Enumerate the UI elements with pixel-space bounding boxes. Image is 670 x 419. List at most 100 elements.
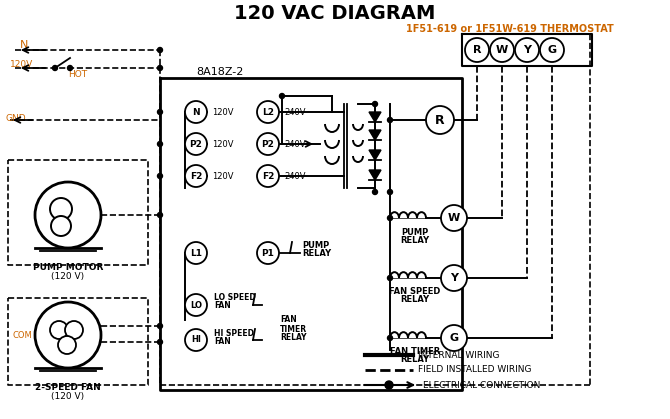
Text: 2-SPEED FAN: 2-SPEED FAN [35, 383, 101, 393]
Circle shape [65, 321, 83, 339]
Text: 8A18Z-2: 8A18Z-2 [196, 67, 244, 77]
Circle shape [35, 182, 101, 248]
Text: W: W [496, 45, 508, 55]
Text: 1F51-619 or 1F51W-619 THERMOSTAT: 1F51-619 or 1F51W-619 THERMOSTAT [406, 24, 614, 34]
Circle shape [35, 302, 101, 368]
Text: 120V: 120V [10, 59, 34, 68]
Text: L2: L2 [262, 108, 274, 116]
Text: HI: HI [70, 321, 78, 329]
Circle shape [157, 109, 163, 114]
Text: R: R [473, 45, 481, 55]
Text: L1: L1 [190, 248, 202, 258]
Circle shape [185, 165, 207, 187]
Circle shape [185, 329, 207, 351]
Text: PUMP: PUMP [302, 241, 329, 249]
Text: 240V: 240V [284, 140, 306, 148]
Text: (120 V): (120 V) [52, 272, 84, 282]
Circle shape [373, 101, 377, 106]
Circle shape [157, 339, 163, 344]
Circle shape [385, 381, 393, 389]
Circle shape [441, 325, 467, 351]
Circle shape [51, 216, 71, 236]
Text: P1: P1 [261, 248, 275, 258]
Text: 120V: 120V [212, 171, 234, 181]
Circle shape [540, 38, 564, 62]
Text: FAN: FAN [280, 316, 297, 324]
Text: FIELD INSTALLED WIRING: FIELD INSTALLED WIRING [418, 365, 531, 375]
Circle shape [490, 38, 514, 62]
Text: 120 VAC DIAGRAM: 120 VAC DIAGRAM [234, 3, 436, 23]
Text: HI SPEED: HI SPEED [214, 328, 254, 337]
Text: LO SPEED: LO SPEED [214, 293, 256, 303]
Text: PUMP MOTOR: PUMP MOTOR [33, 264, 103, 272]
Circle shape [157, 142, 163, 147]
Text: F2: F2 [262, 171, 274, 181]
Circle shape [185, 133, 207, 155]
Text: COM: COM [12, 331, 32, 339]
Text: HI: HI [191, 336, 201, 344]
Circle shape [441, 265, 467, 291]
Text: P2: P2 [261, 140, 275, 148]
Circle shape [68, 65, 72, 70]
Text: N: N [20, 40, 28, 50]
Circle shape [373, 189, 377, 194]
Text: FAN SPEED: FAN SPEED [389, 287, 441, 297]
Text: RELAY: RELAY [401, 235, 429, 245]
Text: G: G [547, 45, 557, 55]
Circle shape [185, 294, 207, 316]
Circle shape [58, 336, 76, 354]
Text: W: W [448, 213, 460, 223]
Circle shape [157, 65, 163, 70]
Circle shape [157, 47, 163, 52]
Circle shape [185, 101, 207, 123]
Circle shape [50, 198, 72, 220]
Circle shape [257, 165, 279, 187]
Text: 120V: 120V [212, 140, 234, 148]
Text: FAN: FAN [214, 336, 230, 346]
Circle shape [426, 106, 454, 134]
Circle shape [52, 65, 58, 70]
Circle shape [515, 38, 539, 62]
Circle shape [157, 212, 163, 217]
Text: P2: P2 [190, 140, 202, 148]
Text: RELAY: RELAY [302, 249, 331, 259]
Text: GND: GND [5, 114, 25, 122]
Circle shape [257, 133, 279, 155]
Circle shape [387, 215, 393, 220]
Circle shape [185, 242, 207, 264]
Text: RELAY: RELAY [280, 334, 306, 342]
Text: Y: Y [523, 45, 531, 55]
Polygon shape [369, 130, 381, 140]
Circle shape [157, 323, 163, 328]
Text: RELAY: RELAY [401, 355, 429, 365]
Text: FAN: FAN [214, 302, 230, 310]
Text: N: N [192, 108, 200, 116]
Text: 240V: 240V [284, 108, 306, 116]
Circle shape [387, 117, 393, 122]
Text: ELECTRICAL CONNECTION: ELECTRICAL CONNECTION [423, 380, 541, 390]
Text: Y: Y [450, 273, 458, 283]
Text: F2: F2 [190, 171, 202, 181]
Circle shape [157, 173, 163, 178]
Text: G: G [450, 333, 458, 343]
Text: LO: LO [54, 321, 64, 329]
Circle shape [441, 205, 467, 231]
Polygon shape [369, 170, 381, 180]
Text: 120V: 120V [212, 108, 234, 116]
Polygon shape [369, 150, 381, 160]
Text: 240V: 240V [284, 171, 306, 181]
Circle shape [50, 321, 68, 339]
Circle shape [257, 101, 279, 123]
Text: (120 V): (120 V) [52, 393, 84, 401]
Text: LO: LO [190, 300, 202, 310]
Circle shape [387, 276, 393, 280]
Circle shape [257, 242, 279, 264]
Text: RELAY: RELAY [401, 295, 429, 305]
Text: TIMER: TIMER [280, 324, 307, 334]
Text: PUMP: PUMP [401, 228, 429, 236]
Text: R: R [436, 114, 445, 127]
Circle shape [279, 93, 285, 98]
Polygon shape [369, 112, 381, 122]
Text: INTERNAL WIRING: INTERNAL WIRING [418, 351, 500, 360]
Circle shape [465, 38, 489, 62]
